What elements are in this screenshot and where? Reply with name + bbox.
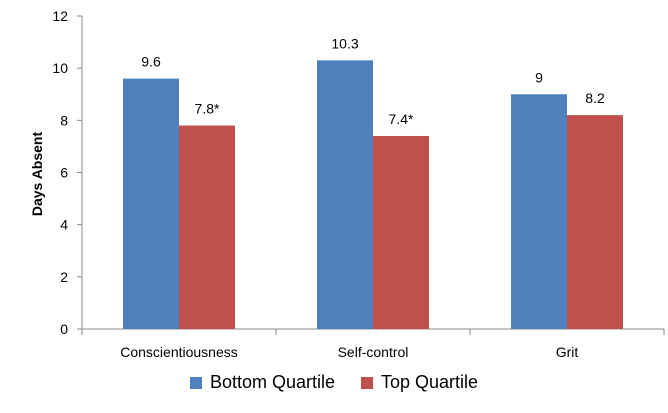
axes: 0 2 4 6 8 10 12 Conscientiousness Self-control Gr… (52, 8, 665, 360)
data-label: 7.8* (195, 101, 220, 117)
y-tick-label: 6 (60, 165, 68, 181)
bar-top-quartile-0 (179, 125, 235, 329)
bar-top-quartile-1 (373, 135, 429, 329)
x-tick-label: Self-control (338, 344, 409, 360)
x-tick-label: Conscientiousness (120, 344, 238, 360)
y-tick-label: 12 (52, 8, 68, 24)
bar-top-quartile-2 (567, 115, 623, 329)
data-label: 7.4* (389, 111, 414, 127)
legend-swatch-bottom-quartile (189, 376, 202, 389)
x-tick-label: Grit (556, 344, 579, 360)
data-labels: 9.6 7.8* 10.3 7.4* 9 8.2 (141, 35, 605, 127)
data-label: 8.2 (585, 90, 605, 106)
y-tick-label: 2 (60, 269, 68, 285)
legend-label-top-quartile: Top Quartile (381, 372, 479, 392)
legend-label-bottom-quartile: Bottom Quartile (209, 372, 335, 392)
y-tick-label: 0 (60, 321, 68, 337)
legend-item-top-quartile: Top Quartile (361, 372, 478, 393)
bars (123, 60, 623, 329)
y-tick-label: 10 (52, 60, 68, 76)
bar-bottom-quartile-0 (123, 78, 179, 329)
data-label: 10.3 (331, 35, 358, 51)
y-tick-label: 4 (60, 217, 68, 233)
legend: Bottom Quartile Top Quartile (0, 372, 668, 393)
data-label: 9.6 (141, 54, 161, 70)
y-axis-label: Days Absent (29, 132, 45, 217)
data-label: 9 (535, 69, 543, 85)
bar-bottom-quartile-2 (511, 94, 567, 329)
legend-item-bottom-quartile: Bottom Quartile (189, 372, 335, 393)
legend-swatch-top-quartile (361, 376, 373, 389)
y-tick-label: 8 (60, 112, 68, 128)
bar-bottom-quartile-1 (317, 60, 373, 329)
